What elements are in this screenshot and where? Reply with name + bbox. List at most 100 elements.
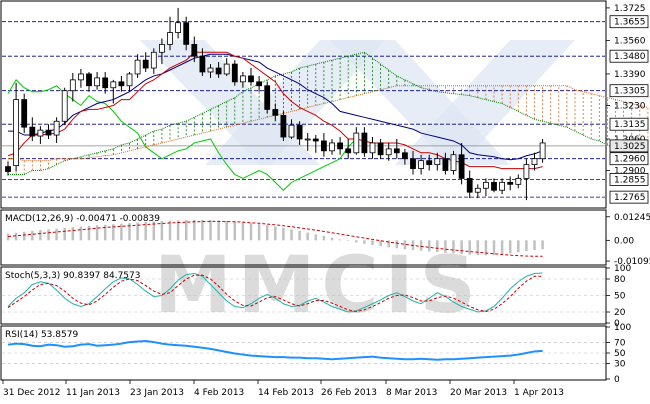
date-tick-label: 4 Feb 2013 [194, 388, 244, 398]
candle [401, 148, 408, 165]
candle-body [491, 181, 497, 191]
candle-body [304, 138, 311, 141]
candle [21, 93, 28, 134]
candle-body [345, 148, 352, 154]
candle [248, 68, 254, 86]
candle-body [458, 154, 465, 179]
candle-body [442, 158, 449, 171]
candle-body [466, 178, 473, 193]
candle-body [531, 158, 538, 166]
candle [256, 75, 263, 92]
date-tick-label: 20 Mar 2013 [450, 388, 507, 398]
candle-body [426, 160, 433, 166]
candle-body [369, 142, 376, 154]
candle-body [118, 81, 125, 87]
rsi-tick-label: 50 [614, 349, 626, 359]
stoch-tick-label: 20 [614, 308, 626, 318]
rsi-tick-label: 0 [614, 375, 620, 385]
candle [158, 38, 165, 65]
candle [199, 48, 206, 76]
candle [369, 137, 376, 159]
candle-body [418, 160, 425, 169]
candle [345, 138, 352, 159]
candle-body [507, 181, 514, 185]
candle [450, 150, 457, 175]
candle-body [29, 126, 36, 137]
date-tick-label: 31 Dec 2012 [3, 388, 61, 398]
candle-body [296, 124, 303, 140]
candle-body [191, 43, 198, 57]
stoch-tick-label: 50 [614, 292, 626, 302]
candle [377, 138, 384, 159]
stoch-main-line [7, 272, 543, 313]
candle-body [86, 73, 92, 87]
candle-body [361, 132, 368, 154]
candle-body [256, 81, 263, 87]
candle [288, 119, 295, 139]
candle-body [312, 138, 319, 142]
candle-body [53, 120, 60, 136]
stoch-tick-label: 80 [614, 275, 626, 285]
candle-body [13, 99, 20, 167]
rsi-label: RSI(14) 53.8579 [5, 330, 78, 340]
price-panel-frame [0, 0, 607, 209]
candle-body [102, 77, 109, 89]
stoch-label: Stoch(5,3,3) 90.8397 84.7573 [5, 271, 140, 281]
price-level-tag-label: 1.2765 [614, 193, 646, 203]
candle [385, 142, 392, 161]
rsi-tick-label: 100 [614, 323, 631, 333]
candle-body [353, 132, 360, 154]
rsi-line [7, 340, 543, 361]
candle [215, 62, 222, 78]
candle-body [288, 124, 295, 138]
candle [393, 138, 400, 159]
candle [239, 71, 246, 88]
macd-tick-label: -0.01095 [614, 257, 650, 267]
macd-tick-label: 0.01245 [614, 213, 650, 223]
candle-body [239, 75, 246, 83]
price-level-tag-label: 1.3305 [614, 87, 646, 97]
candle [337, 137, 344, 155]
candle [353, 127, 360, 155]
candle [499, 178, 506, 195]
candle [507, 176, 514, 191]
candle-body [499, 181, 506, 191]
candle-body [450, 154, 457, 171]
candle [491, 178, 497, 193]
candle [434, 152, 441, 171]
candle [191, 36, 198, 63]
price-level-tag-label: 1.3025 [614, 142, 646, 152]
candle [183, 16, 190, 51]
ichimoku-cloud [7, 52, 649, 175]
candle [329, 138, 335, 155]
candle-body [45, 129, 52, 136]
candle [37, 126, 44, 144]
price-level-tag [609, 15, 649, 29]
candle [142, 52, 149, 72]
candle [45, 124, 52, 139]
candle-body [264, 85, 271, 110]
candle [175, 7, 182, 39]
candle-body [134, 59, 141, 75]
candle-body [320, 140, 327, 152]
price-level-tag [609, 190, 649, 204]
candle [102, 71, 109, 94]
candle-body [183, 22, 190, 45]
candle-body [385, 148, 392, 156]
candle-body [126, 73, 133, 87]
candle-body [69, 79, 76, 92]
axes: 1.37251.35601.33901.32301.30601.29001.36… [2, 4, 650, 398]
candle [86, 71, 92, 92]
candle-body [474, 187, 481, 193]
candle [134, 54, 141, 78]
stoch-panel [2, 272, 605, 313]
price-level-tag-label: 1.3135 [614, 120, 646, 130]
date-tick-label: 1 Apr 2013 [514, 388, 564, 398]
price-tick-label: 1.3230 [614, 101, 646, 111]
candle-body [158, 43, 165, 53]
senkou-span-b-line [8, 85, 649, 162]
candle-body [482, 181, 489, 189]
candle-body [94, 77, 100, 87]
price-level-tag [609, 49, 649, 63]
